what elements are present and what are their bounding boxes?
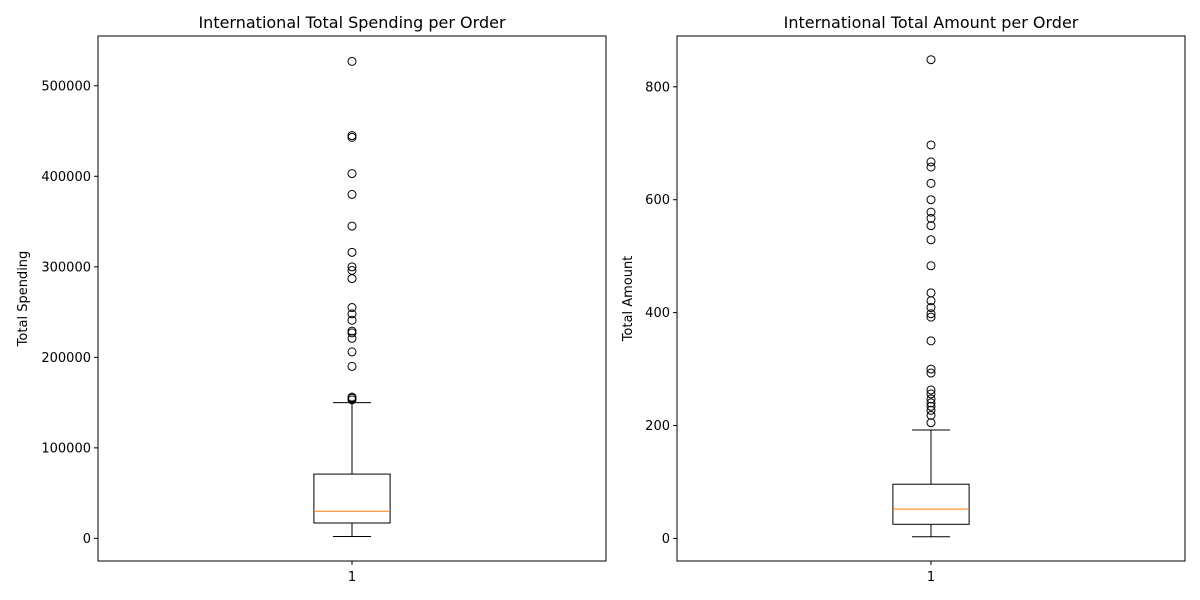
outlier-point xyxy=(926,312,936,322)
y-axis-ticks: 0 200 400 600 800 xyxy=(645,80,677,547)
outlier-point xyxy=(347,395,357,405)
chart-total-amount: International Total Amount per Order Tot… xyxy=(621,13,1186,585)
outlier-point xyxy=(926,401,936,411)
outlier-point xyxy=(347,328,357,338)
outlier-point xyxy=(347,262,357,272)
outlier-point xyxy=(926,288,936,298)
outlier-point xyxy=(926,303,936,313)
outlier-point xyxy=(347,189,357,199)
outlier-point xyxy=(347,315,357,325)
y-tick-label: 800 xyxy=(645,80,670,95)
outlier-point xyxy=(926,385,936,395)
outlier-point xyxy=(347,303,357,313)
x-tick-label: 1 xyxy=(348,570,356,585)
outlier-point xyxy=(347,131,357,141)
iqr-box xyxy=(892,483,970,525)
outlier-point xyxy=(926,213,936,223)
outlier-point xyxy=(926,394,936,404)
chart-title: International Total Amount per Order xyxy=(784,13,1079,32)
chart-title: International Total Spending per Order xyxy=(198,13,505,32)
outlier-point xyxy=(926,235,936,245)
outlier-point xyxy=(926,261,936,271)
outlier-point xyxy=(926,296,936,306)
outlier-point xyxy=(347,132,357,142)
outlier-point xyxy=(926,195,936,205)
outlier-point xyxy=(926,140,936,150)
outlier-point xyxy=(926,410,936,420)
outlier-point xyxy=(926,398,936,408)
y-tick-label: 200000 xyxy=(41,351,91,366)
y-axis-ticks: 0 100000 200000 300000 400000 500000 xyxy=(41,79,98,547)
outlier-point xyxy=(347,361,357,371)
outlier-point xyxy=(926,221,936,231)
outlier-point xyxy=(926,207,936,217)
outlier-point xyxy=(926,389,936,399)
outlier-point xyxy=(926,309,936,319)
x-axis-ticks: 1 xyxy=(927,561,935,585)
outlier-point xyxy=(926,418,936,428)
outlier-point xyxy=(926,368,936,378)
outlier-point xyxy=(347,347,357,357)
outlier-point xyxy=(347,333,357,343)
outlier-point xyxy=(347,247,357,257)
outlier-point xyxy=(926,178,936,188)
outlier-point xyxy=(926,405,936,415)
outlier-point xyxy=(926,162,936,172)
outlier-point xyxy=(347,274,357,284)
iqr-box xyxy=(313,473,391,524)
chart-total-spending: International Total Spending per Order T… xyxy=(16,13,607,585)
outlier-point xyxy=(347,309,357,319)
y-tick-label: 100000 xyxy=(41,441,91,456)
outlier-point xyxy=(347,56,357,66)
y-tick-label: 0 xyxy=(83,532,91,547)
y-axis-label: Total Spending xyxy=(16,251,31,348)
x-axis-ticks: 1 xyxy=(348,561,356,585)
x-tick-label: 1 xyxy=(927,570,935,585)
outlier-point xyxy=(926,336,936,346)
y-tick-label: 0 xyxy=(662,532,670,547)
outlier-point xyxy=(926,157,936,167)
y-tick-label: 400 xyxy=(645,306,670,321)
y-tick-label: 200 xyxy=(645,419,670,434)
y-tick-label: 300000 xyxy=(41,260,91,275)
y-tick-label: 500000 xyxy=(41,79,91,94)
y-tick-label: 600 xyxy=(645,193,670,208)
outlier-point xyxy=(926,364,936,374)
y-tick-label: 400000 xyxy=(41,170,91,185)
plot-area-frame xyxy=(97,35,607,562)
boxplot-marks xyxy=(892,55,970,538)
boxplot-marks xyxy=(313,56,391,538)
outlier-point xyxy=(347,221,357,231)
y-axis-label: Total Amount xyxy=(621,256,636,343)
outlier-point xyxy=(347,169,357,179)
outlier-point xyxy=(926,55,936,65)
